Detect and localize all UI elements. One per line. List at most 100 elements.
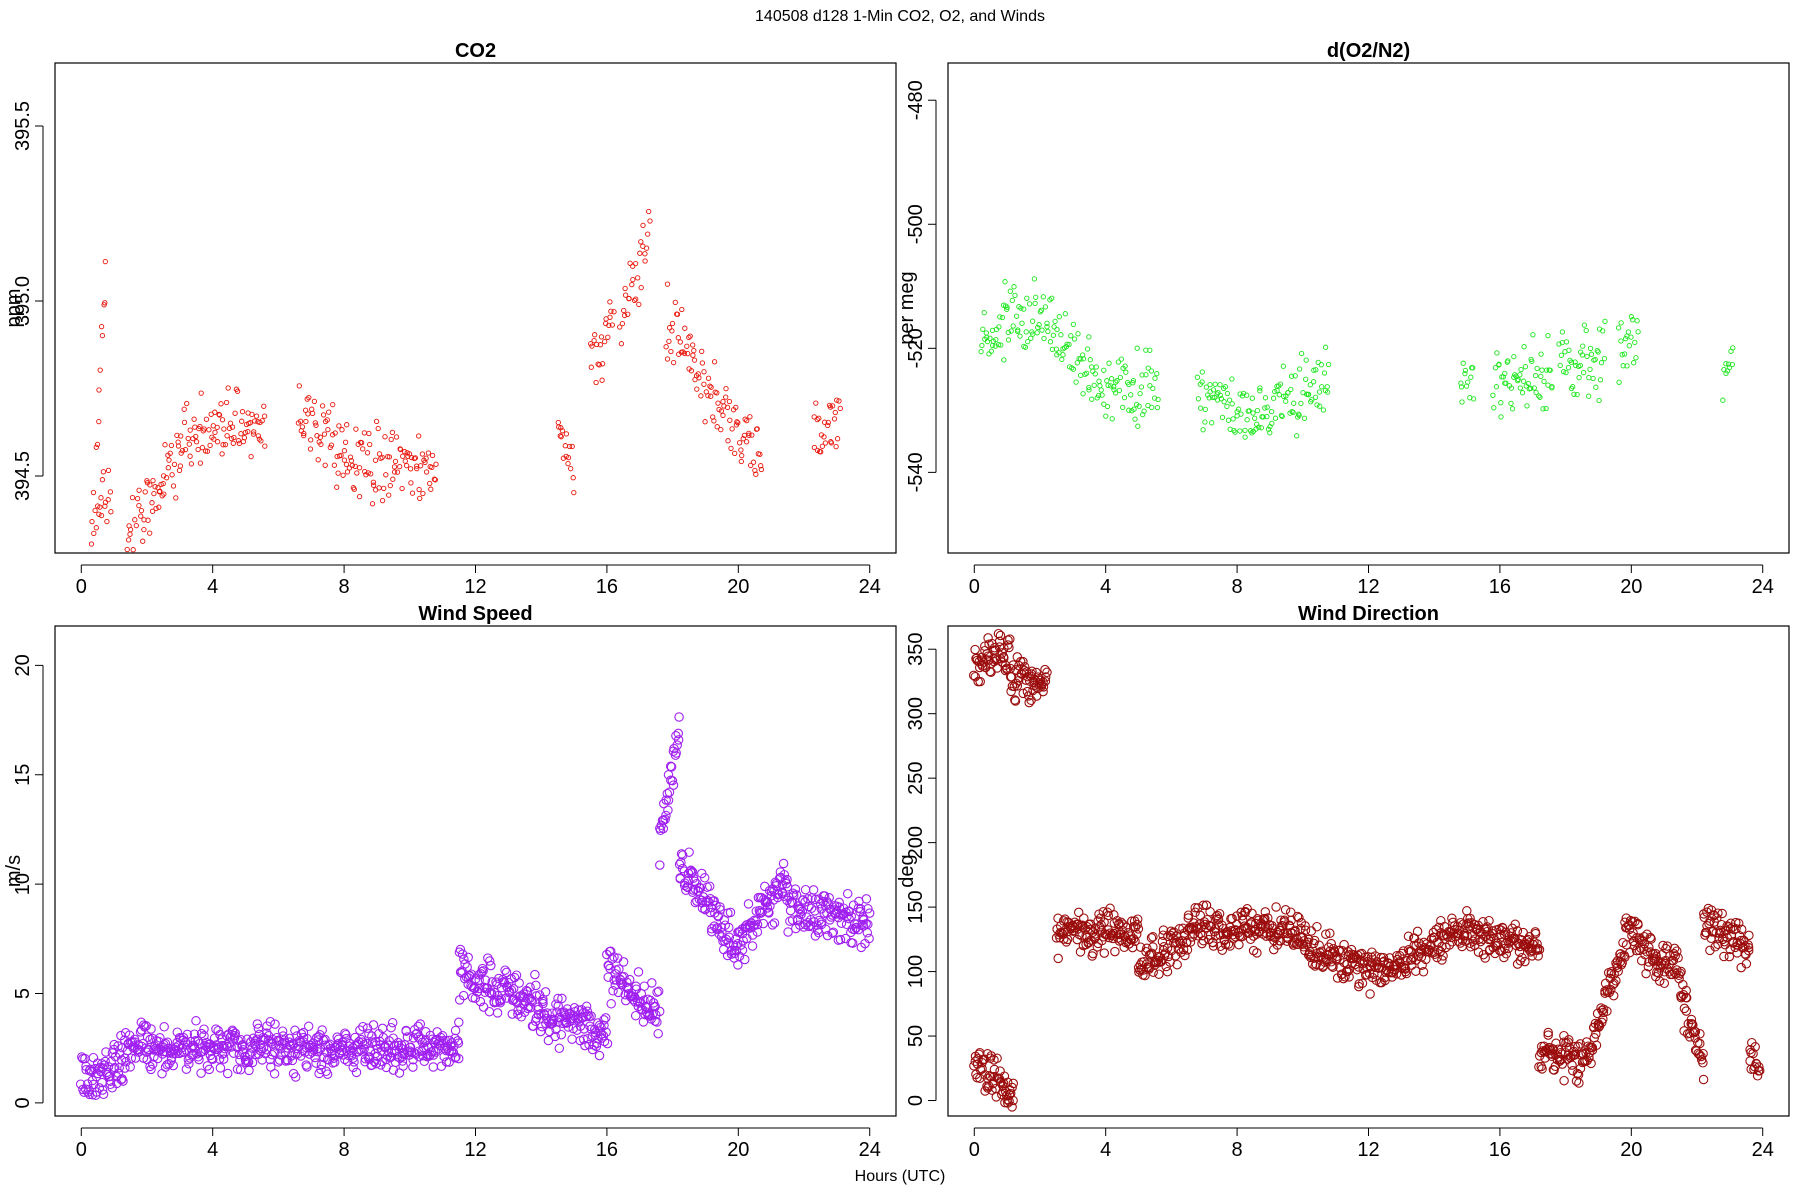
data-point xyxy=(260,1048,271,1059)
data-point xyxy=(104,518,110,525)
data-point xyxy=(303,418,309,425)
data-point xyxy=(650,1016,660,1026)
data-point xyxy=(453,1038,464,1048)
data-point xyxy=(1468,374,1474,380)
data-point xyxy=(1717,934,1728,945)
data-point xyxy=(640,222,646,229)
data-point xyxy=(174,432,180,439)
data-point xyxy=(701,369,707,375)
data-point xyxy=(1706,933,1716,944)
x-tick-label: 0 xyxy=(76,1139,87,1161)
data-point xyxy=(1278,921,1288,931)
data-point xyxy=(831,416,838,422)
data-point xyxy=(1040,664,1050,675)
data-point xyxy=(747,414,753,420)
x-tick-label: 16 xyxy=(1489,576,1511,598)
data-point xyxy=(428,486,434,492)
data-point xyxy=(778,858,789,869)
data-point xyxy=(1123,369,1129,375)
data-point xyxy=(764,908,774,918)
data-point xyxy=(579,1024,589,1034)
data-point xyxy=(1040,672,1051,682)
data-point xyxy=(359,1044,369,1054)
data-point xyxy=(455,944,466,955)
data-point xyxy=(1651,951,1661,962)
data-point xyxy=(1619,352,1625,358)
data-point xyxy=(102,300,108,306)
data-point xyxy=(1315,947,1325,958)
data-point xyxy=(562,443,568,449)
data-point xyxy=(691,357,698,363)
data-point xyxy=(132,555,136,559)
data-point xyxy=(1022,344,1029,350)
data-point xyxy=(342,439,349,445)
data-point xyxy=(1206,395,1212,401)
data-point xyxy=(1280,905,1291,915)
data-point xyxy=(732,450,738,457)
data-point xyxy=(711,418,717,424)
data-point xyxy=(720,412,726,419)
data-point xyxy=(861,894,872,904)
data-point xyxy=(1459,399,1465,405)
data-point xyxy=(1246,408,1252,414)
data-point xyxy=(322,1069,333,1079)
data-point xyxy=(1234,409,1240,415)
data-point xyxy=(621,307,627,314)
data-point xyxy=(1195,396,1202,402)
data-point xyxy=(1696,1051,1706,1062)
data-point xyxy=(1621,351,1628,357)
data-point xyxy=(351,486,357,492)
data-point xyxy=(1080,352,1086,358)
data-point xyxy=(573,1005,583,1015)
data-point xyxy=(1566,347,1572,353)
data-point xyxy=(864,933,874,944)
data-point xyxy=(1538,373,1544,380)
data-point xyxy=(1627,916,1638,927)
data-point xyxy=(265,1054,275,1065)
data-point xyxy=(1030,318,1036,324)
data-point xyxy=(1199,369,1205,375)
data-point xyxy=(1114,378,1120,384)
data-point xyxy=(1242,434,1248,440)
data-point xyxy=(1214,908,1225,919)
data-point xyxy=(975,676,985,687)
data-point xyxy=(1005,329,1011,336)
data-point xyxy=(1458,380,1464,386)
data-point xyxy=(216,412,223,418)
data-point xyxy=(1470,365,1476,371)
data-point xyxy=(1155,396,1161,403)
data-point xyxy=(191,416,197,422)
data-point xyxy=(1003,635,1013,645)
data-point xyxy=(1075,947,1086,957)
data-point xyxy=(450,1053,460,1063)
data-point xyxy=(261,413,268,419)
data-point xyxy=(312,420,318,426)
data-point xyxy=(1366,957,1376,968)
data-point xyxy=(1600,328,1606,334)
data-point xyxy=(176,467,183,474)
data-point xyxy=(463,952,473,963)
data-point xyxy=(492,1008,503,1018)
data-point xyxy=(662,788,673,799)
data-point xyxy=(1249,430,1255,436)
data-point xyxy=(109,1039,119,1050)
data-point xyxy=(1611,976,1621,986)
y-axis-label: ppm xyxy=(3,289,25,328)
data-point xyxy=(245,428,251,435)
data-point xyxy=(1625,329,1632,335)
series-points xyxy=(978,276,1736,440)
data-point xyxy=(795,904,806,915)
data-point xyxy=(601,1027,611,1037)
data-point xyxy=(608,308,614,314)
data-point xyxy=(1587,366,1593,373)
data-point xyxy=(1073,907,1084,918)
data-point xyxy=(251,429,257,435)
data-point xyxy=(219,417,226,423)
data-point xyxy=(1294,433,1300,439)
data-point xyxy=(733,404,739,411)
data-point xyxy=(690,352,696,358)
plot-frame xyxy=(54,62,897,554)
data-point xyxy=(858,914,868,924)
data-point xyxy=(1118,356,1125,362)
data-point xyxy=(1524,403,1530,409)
